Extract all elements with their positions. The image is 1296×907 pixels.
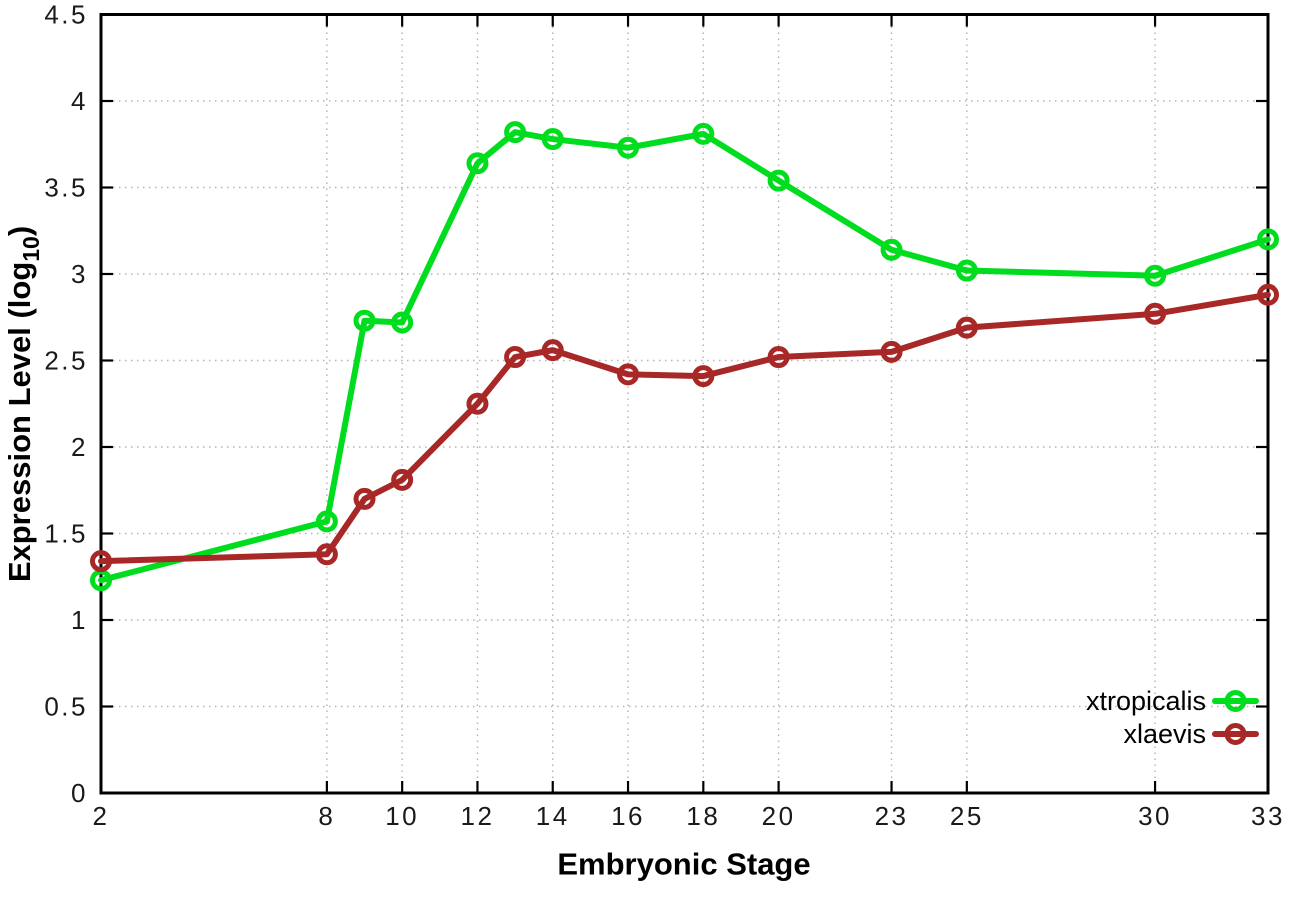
y-tick-label: 3 — [71, 259, 88, 289]
data-point-xlaevis — [391, 468, 414, 491]
legend-label-xlaevis: xlaevis — [1123, 719, 1206, 749]
tick-labels-layer: 2 8 10 12 14 16 18 20 23 25 30 33 0 0.5 1 1.5 2 2.5 3 3.5 4 4… — [44, 0, 1285, 831]
y-tick-label: 4 — [71, 86, 88, 116]
data-point-xlaevis — [767, 346, 790, 369]
data-point-xtropicalis — [1144, 264, 1167, 287]
data-point-xtropicalis — [617, 136, 640, 159]
x-tick-label: 18 — [686, 801, 720, 831]
y-tick-label: 2.5 — [44, 346, 88, 376]
legend-marker-xtropicalis — [1224, 690, 1247, 712]
y-axis-title: Expression Level (log10) — [2, 226, 44, 582]
data-point-xlaevis — [880, 340, 903, 363]
data-point-xtropicalis — [541, 128, 564, 151]
data-point-xtropicalis — [391, 311, 414, 334]
x-tick-label: 14 — [536, 801, 570, 831]
plot-border — [99, 13, 1270, 795]
data-point-xlaevis — [1144, 302, 1167, 325]
series-line-xlaevis — [98, 291, 1271, 565]
data-point-xlaevis — [617, 363, 640, 386]
x-tick-label: 23 — [875, 801, 909, 831]
data-point-xtropicalis — [767, 169, 790, 192]
tick-marks-layer — [99, 13, 1270, 795]
data-point-xtropicalis — [955, 259, 978, 282]
y-axis-title-subscript: 10 — [18, 236, 44, 262]
data-point-xlaevis — [955, 316, 978, 339]
data-point-xlaevis — [353, 487, 376, 510]
y-tick-label: 1 — [71, 605, 88, 635]
x-tick-label: 33 — [1251, 801, 1285, 831]
series-line-xtropicalis — [98, 129, 1271, 584]
legend-marker-xlaevis — [1224, 723, 1247, 745]
data-point-xlaevis — [541, 339, 564, 362]
x-tick-label: 25 — [950, 801, 984, 831]
y-tick-label: 0 — [71, 778, 88, 808]
data-point-xlaevis — [692, 365, 715, 388]
data-point-xtropicalis — [504, 121, 527, 144]
y-tick-label: 2 — [71, 432, 88, 462]
data-point-xtropicalis — [880, 238, 903, 261]
y-tick-label: 4.5 — [44, 0, 88, 30]
data-point-xtropicalis — [353, 309, 376, 332]
x-tick-label: 30 — [1138, 801, 1172, 831]
x-tick-label: 8 — [318, 801, 335, 831]
data-series-layer — [90, 121, 1279, 592]
y-tick-label: 3.5 — [44, 173, 88, 203]
data-point-xlaevis — [1257, 283, 1279, 306]
data-point-xlaevis — [90, 550, 112, 573]
y-tick-label: 1.5 — [44, 519, 88, 549]
x-tick-label: 20 — [762, 801, 796, 831]
legend-label-xtropicalis: xtropicalis — [1086, 686, 1206, 716]
y-axis-title-suffix: ) — [2, 226, 37, 236]
data-point-xlaevis — [504, 346, 527, 369]
y-tick-label: 0.5 — [44, 692, 88, 722]
x-tick-label: 12 — [460, 801, 494, 831]
data-point-xtropicalis — [1257, 228, 1279, 251]
y-axis-title-main: Expression Level (log — [2, 262, 37, 582]
x-tick-label: 16 — [611, 801, 645, 831]
x-tick-label: 10 — [385, 801, 419, 831]
gridlines-layer — [101, 14, 1268, 793]
data-point-xlaevis — [466, 392, 489, 415]
data-point-xtropicalis — [692, 122, 715, 145]
data-point-xlaevis — [315, 543, 338, 566]
data-point-xtropicalis — [466, 152, 489, 175]
data-point-xtropicalis — [315, 510, 338, 533]
x-axis-title: Embryonic Stage — [557, 846, 810, 881]
x-tick-label: 2 — [93, 801, 110, 831]
